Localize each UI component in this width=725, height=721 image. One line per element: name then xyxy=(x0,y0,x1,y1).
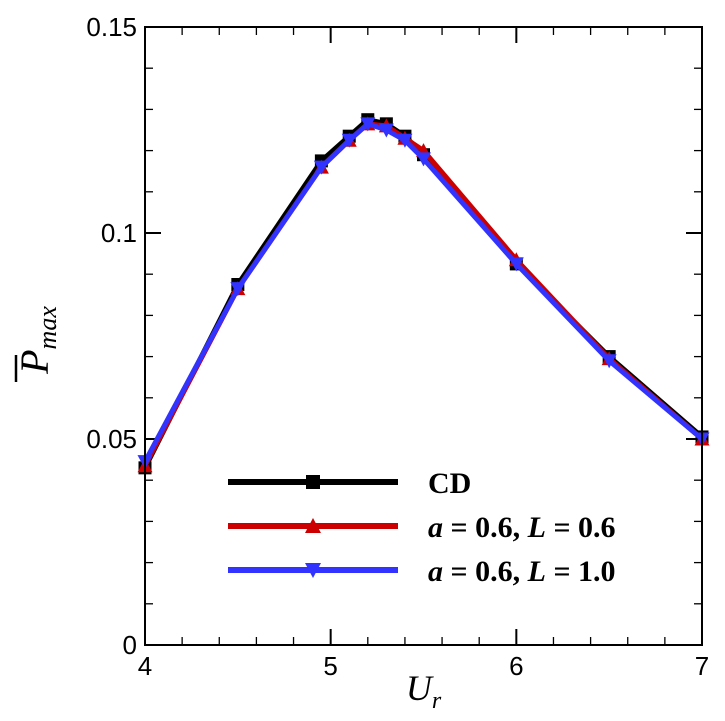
data-point xyxy=(306,475,320,489)
x-axis-title: Ur xyxy=(406,668,442,714)
data-point xyxy=(305,518,321,533)
y-tick-label: 0 xyxy=(123,630,137,660)
y-tick-label: 0.05 xyxy=(86,424,137,454)
tick-labels: 4 5 6 7 0 0.05 0.1 0.15 xyxy=(86,12,709,681)
legend-label-part: CD xyxy=(428,467,471,500)
legend-label-part: a xyxy=(428,511,443,544)
data-point xyxy=(508,257,524,272)
y-axis-title: Pmax xyxy=(12,306,62,375)
x-axis-title-sub: r xyxy=(432,688,442,714)
series-line xyxy=(142,121,704,463)
legend-label: a = 0.6, L = 0.6 xyxy=(428,511,616,544)
legend-label: CD xyxy=(428,467,471,500)
data-point xyxy=(341,133,357,148)
legend-label-part: = 0.6, xyxy=(443,555,528,588)
x-tick-label: 4 xyxy=(138,651,152,681)
minor-ticks xyxy=(145,27,702,645)
series-layer xyxy=(137,113,710,475)
data-point xyxy=(378,123,394,138)
x-tick-label: 6 xyxy=(509,651,523,681)
data-point xyxy=(305,563,321,578)
x-tick-label: 5 xyxy=(323,651,337,681)
series-line xyxy=(142,121,704,467)
legend-label-part: L xyxy=(527,511,546,544)
legend-label-part: = 0.6 xyxy=(546,511,616,544)
legend-item: a = 0.6, L = 1.0 xyxy=(228,555,616,588)
legend-label: a = 0.6, L = 1.0 xyxy=(428,555,616,588)
data-point xyxy=(360,117,376,132)
series-2 xyxy=(137,117,710,470)
plot-frame xyxy=(144,26,703,646)
y-tick-label: 0.1 xyxy=(101,218,137,248)
legend-label-part: L xyxy=(527,555,546,588)
legend-item: CD xyxy=(228,467,471,500)
legend: CDa = 0.6, L = 0.6a = 0.6, L = 1.0 xyxy=(228,467,616,588)
series-1 xyxy=(137,116,710,473)
data-point xyxy=(397,133,413,148)
legend-label-part: = 0.6, xyxy=(443,511,528,544)
data-point xyxy=(601,354,617,369)
data-point xyxy=(230,282,246,297)
data-point xyxy=(313,160,329,175)
series-line xyxy=(142,117,704,469)
x-tick-label: 7 xyxy=(695,651,709,681)
legend-item: a = 0.6, L = 0.6 xyxy=(228,511,616,544)
x-axis-title-main: U xyxy=(406,668,434,708)
y-tick-label: 0.15 xyxy=(86,12,137,42)
legend-label-part: = 1.0 xyxy=(546,555,616,588)
major-ticks xyxy=(144,26,703,646)
y-axis-title-sub: max xyxy=(33,306,62,350)
y-axis-title-group: Pmax xyxy=(12,306,62,382)
series-0 xyxy=(138,113,709,475)
data-point xyxy=(416,152,431,167)
legend-label-part: a xyxy=(428,555,443,588)
y-axis-title-main: P xyxy=(12,349,57,374)
